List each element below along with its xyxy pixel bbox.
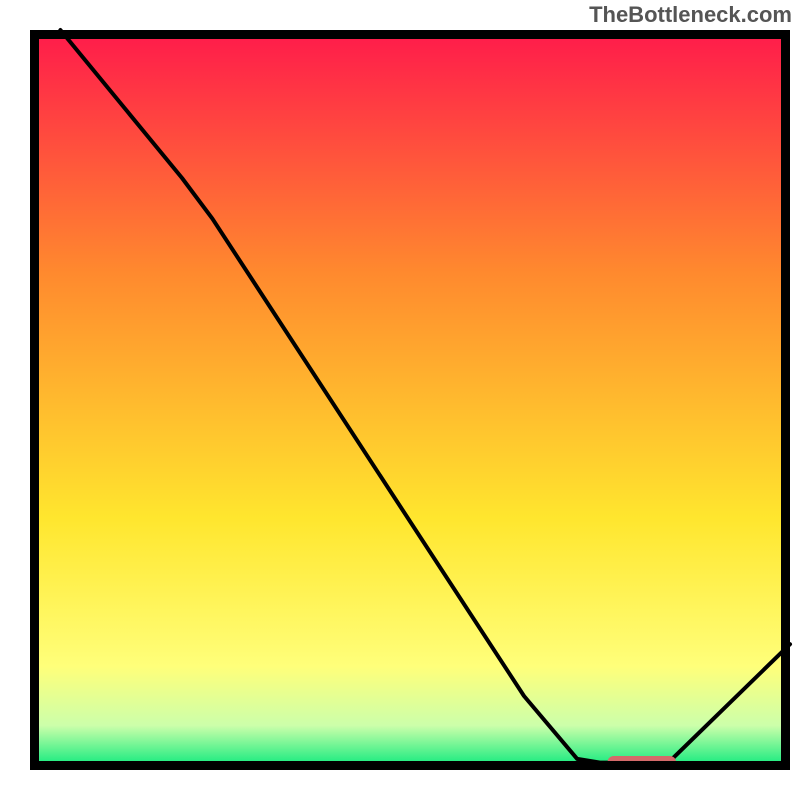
chart-container: TheBottleneck.com (0, 0, 800, 800)
chart-frame-border (30, 30, 790, 770)
watermark-text: TheBottleneck.com (589, 2, 792, 28)
